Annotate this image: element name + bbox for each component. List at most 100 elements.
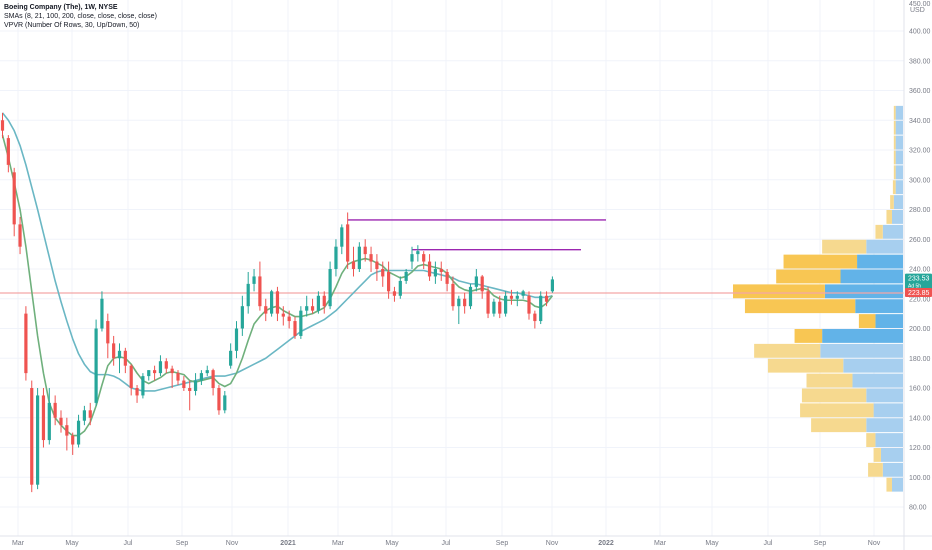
time-tick-label: Nov [546,540,559,547]
volume-profile [733,105,903,492]
candle-body [387,271,391,292]
volume-profile-down-bar [754,343,821,358]
volume-profile-up-bar [895,165,903,180]
price-tick-label: 340.00 [909,118,931,125]
candle-body [498,301,502,314]
candle-body [246,283,250,307]
candle-body [264,306,268,314]
volume-profile-up-bar [893,195,903,209]
price-axis[interactable]: 80.00 100.00 120.00 140.00 160.00 180.00 200.0… [903,0,931,550]
time-axis[interactable]: Mar May Jul Sep Nov 2021 Mar May Jul Sep Nov 2022 Ma… [0,535,932,547]
volume-profile-up-bar [873,403,903,418]
candle-body [135,388,139,396]
candle-body [82,410,86,421]
candle-body [94,328,98,403]
candle-body [305,306,309,311]
volume-profile-up-bar [882,224,903,239]
candle-body [287,316,291,322]
volume-profile-up-bar [882,462,903,477]
candle-body [486,291,490,314]
candle-body [170,368,174,374]
candle-body [392,291,397,296]
candle-body [229,350,233,366]
volume-profile-down-bar [811,418,867,433]
candle-body [427,261,432,277]
candle-body [6,138,10,165]
candle-body [24,313,28,374]
candle-body [112,343,116,359]
candle-body [451,283,455,307]
symbol-title[interactable]: Boeing Company (The), 1W, NYSE [4,4,118,11]
candle-body [299,310,303,336]
candle-body [375,261,379,269]
volume-profile-down-bar [873,448,881,462]
candle-body [433,269,437,277]
candle-body [422,254,426,262]
candle-body [351,261,356,269]
candle-body [346,224,350,262]
candle-body [188,388,192,391]
sma-indicator-label[interactable]: SMAs (8, 21, 100, 200, close, close, clo… [4,13,157,20]
time-tick-label: Nov [226,540,239,547]
price-tick-label: 380.00 [909,58,931,65]
volume-profile-up-bar [824,284,903,299]
candle-body [71,435,75,445]
time-tick-label: Jul [442,540,451,547]
candle-body [533,313,537,322]
candle-body [509,295,514,299]
candle-body [474,276,478,287]
candle-body [223,395,227,411]
candle-body [106,321,110,344]
candle-body [193,380,198,391]
candlestick-series [0,112,554,493]
candle-body [100,298,104,329]
candle-body [117,350,122,359]
volume-profile-down-bar [866,433,876,447]
volume-profile-down-bar [806,373,853,388]
price-tick-label: 300.00 [909,177,931,184]
volume-profile-up-bar [895,120,903,135]
candle-body [293,321,297,336]
candle-body [480,276,484,292]
chart-legend: Boeing Company (The), 1W, NYSE SMAs (8, … [4,3,157,30]
candle-body [153,370,157,374]
candle-body [404,271,408,281]
candle-body [147,370,151,377]
last-price-tag [905,273,932,290]
candle-body [234,328,239,351]
candle-body [457,298,461,307]
time-tick-label: Jul [124,540,133,547]
volume-profile-up-bar [891,477,903,492]
volume-profile-up-bar [866,388,903,403]
volume-profile-down-bar [886,210,892,224]
candle-body [492,301,496,314]
candle-body [158,361,163,374]
price-tick-label: 140.00 [909,415,931,422]
candle-body [240,306,244,329]
price-axis-top-label: 450.00 [909,1,931,8]
volume-profile-down-bar [893,120,896,135]
price-tick-label: 320.00 [909,148,931,155]
candle-body [416,251,420,255]
candle-body [410,254,414,262]
price-tick-label: 220.00 [909,296,931,303]
candle-body [328,269,332,307]
price-tick-label: 120.00 [909,445,931,452]
candle-body [76,420,81,445]
volume-profile-up-bar [855,299,903,314]
candle-body [129,365,133,388]
price-tick-label: 200.00 [909,326,931,333]
candle-body [445,271,449,284]
vpvr-indicator-label[interactable]: VPVR (Number Of Rows, 30, Up/Down, 50) [4,22,140,29]
candle-body [205,370,209,374]
candle-body [59,417,63,426]
candle-body [217,388,221,411]
candle-body [281,313,285,317]
volume-profile-up-bar [840,269,903,284]
price-tick-label: 400.00 [909,29,931,36]
time-tick-label: Jul [764,540,773,547]
volume-profile-down-bar [893,165,896,180]
time-tick-label: Mar [654,540,667,547]
volume-profile-down-bar [858,314,876,328]
